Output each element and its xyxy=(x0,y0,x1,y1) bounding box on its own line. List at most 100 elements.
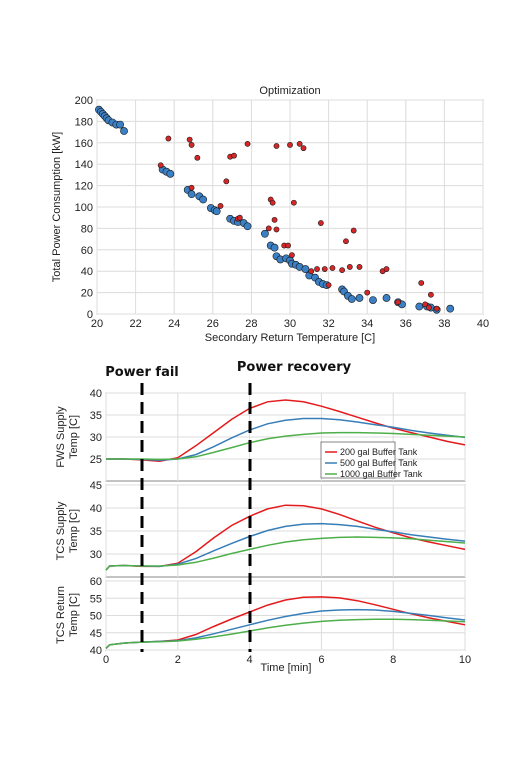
green-line-1000-gal xyxy=(105,536,466,571)
blue-scatter-point xyxy=(446,304,455,313)
power-fail-label: Power fail xyxy=(105,365,179,380)
y-tick-label: 40 xyxy=(90,645,102,657)
scatter-y-tick-label: 60 xyxy=(81,245,93,257)
green-line-1000-gal xyxy=(105,618,466,649)
red-scatter-point xyxy=(269,199,276,206)
tcs-return-lines xyxy=(105,596,466,649)
blue-scatter-point xyxy=(212,207,221,216)
y-tick-label: 60 xyxy=(90,576,102,588)
blue-scatter-point xyxy=(355,294,364,302)
blue-scatter-point xyxy=(166,169,175,178)
fws-grid xyxy=(105,392,466,481)
scatter-y-axis-label: Total Power Consumption [kW] xyxy=(51,132,63,282)
red-scatter-point xyxy=(329,265,336,271)
blue-scatter-point xyxy=(243,222,252,231)
scatter-y-tick-label: 40 xyxy=(81,266,93,278)
scatter-y-tick-label: 160 xyxy=(75,138,93,150)
red-scatter-point xyxy=(308,268,315,275)
x-tick-label: 0 xyxy=(103,654,109,666)
blue-scatter-point xyxy=(347,295,356,303)
red-scatter-point xyxy=(265,225,272,232)
red-scatter-point xyxy=(300,145,307,152)
scatter-y-tick-label: 180 xyxy=(75,116,93,128)
scatter-points xyxy=(95,105,455,314)
scatter-x-ticks: 20 22 24 26 28 30 32 34 36 38 40 xyxy=(91,318,489,330)
tcs-return-y-axis-label: TCS ReturnTemp [C] xyxy=(55,586,80,644)
fws-supply-panel: 25 30 35 40 FWS SupplyTemp [C] 200 gal Buff… xyxy=(55,388,466,482)
y-tick-label: 45 xyxy=(90,480,102,492)
tcs-return-y-ticks: 40 45 50 55 60 xyxy=(90,576,102,657)
red-scatter-point xyxy=(289,252,295,259)
blue-scatter-point xyxy=(301,265,310,273)
tcs-return-panel: 40 45 50 55 60 0 2 4 6 8 10 TCS ReturnTemp [C] Ti… xyxy=(55,576,471,674)
red-scatter-point xyxy=(236,214,243,221)
y-tick-label: 40 xyxy=(90,503,102,515)
blue-scatter-point xyxy=(382,294,391,302)
scatter-x-tick-label: 36 xyxy=(400,318,412,330)
red-scatter-point xyxy=(244,140,251,147)
red-scatter-point xyxy=(223,178,230,185)
fws-y-ticks: 25 30 35 40 xyxy=(90,388,102,466)
scatter-x-tick-label: 40 xyxy=(477,318,489,330)
red-scatter-point xyxy=(186,136,193,143)
scatter-x-tick-label: 32 xyxy=(322,318,334,330)
blue-scatter-point xyxy=(415,302,424,311)
red-scatter-point xyxy=(350,227,357,234)
scatter-y-tick-label: 120 xyxy=(75,181,93,193)
x-tick-label: 4 xyxy=(247,654,253,666)
scatter-y-ticks: 0 20 40 60 80 100 120 140 160 180 200 xyxy=(75,95,93,321)
scatter-x-tick-label: 26 xyxy=(207,318,219,330)
fws-lines xyxy=(106,399,466,462)
scatter-y-tick-label: 80 xyxy=(81,223,93,235)
red-scatter-point xyxy=(188,142,195,148)
y-tick-label: 30 xyxy=(90,549,102,561)
red-scatter-point xyxy=(290,199,297,206)
red-scatter-point xyxy=(433,305,440,312)
x-tick-label: 8 xyxy=(390,654,396,666)
legend-label: 1000 gal Buffer Tank xyxy=(340,469,423,479)
scatter-y-tick-label: 20 xyxy=(81,288,93,300)
blue-scatter-point xyxy=(270,243,279,252)
x-tick-label: 10 xyxy=(459,654,471,666)
scatter-x-tick-label: 30 xyxy=(284,318,296,330)
red-scatter-point xyxy=(339,267,346,274)
red-scatter-point xyxy=(427,291,434,298)
red-scatter-point xyxy=(325,282,332,289)
red-scatter-point xyxy=(317,220,324,226)
blue-scatter-point xyxy=(369,296,377,304)
x-tick-label: 6 xyxy=(318,654,324,666)
red-scatter-point xyxy=(426,304,432,311)
scatter-x-tick-label: 24 xyxy=(168,318,180,330)
blue-scatter-point xyxy=(120,127,128,135)
scatter-x-tick-label: 38 xyxy=(438,318,450,330)
scatter-y-tick-label: 100 xyxy=(75,202,93,214)
red-scatter-point xyxy=(321,266,328,272)
scatter-x-tick-label: 22 xyxy=(129,318,141,330)
red-scatter-point xyxy=(395,299,401,306)
legend-label: 200 gal Buffer Tank xyxy=(340,447,418,457)
y-tick-label: 35 xyxy=(90,410,102,422)
red-scatter-point xyxy=(364,289,371,296)
tcs-return-x-ticks: 0 2 4 6 8 10 xyxy=(103,654,471,666)
scatter-x-tick-label: 20 xyxy=(91,318,103,330)
y-tick-label: 45 xyxy=(90,628,102,640)
y-tick-label: 40 xyxy=(90,388,102,400)
legend-box xyxy=(320,441,396,479)
blue-scatter-point xyxy=(199,195,208,204)
red-scatter-point xyxy=(285,242,291,249)
green-line-1000-gal xyxy=(106,431,466,461)
red-scatter-point xyxy=(296,140,303,147)
red-scatter-point xyxy=(343,238,349,245)
x-tick-label: 2 xyxy=(175,654,181,666)
red-scatter-point xyxy=(273,226,280,233)
blue-scatter-point xyxy=(116,120,125,129)
scatter-title: Optimization xyxy=(259,85,320,97)
red-scatter-point xyxy=(231,152,237,159)
red-scatter-point xyxy=(418,280,425,286)
blue-scatter-point xyxy=(261,229,269,238)
red-scatter-point xyxy=(157,162,164,169)
scatter-y-tick-label: 200 xyxy=(75,95,93,107)
fws-y-axis-label: FWS SupplyTemp [C] xyxy=(55,406,80,468)
